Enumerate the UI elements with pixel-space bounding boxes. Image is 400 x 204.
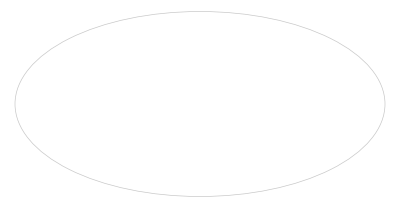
Ellipse shape — [15, 12, 385, 196]
